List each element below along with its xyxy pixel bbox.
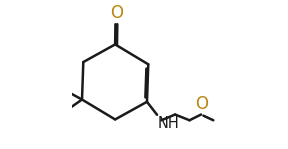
Text: O: O [110, 4, 123, 22]
Text: NH: NH [158, 116, 179, 131]
Text: O: O [195, 95, 208, 113]
